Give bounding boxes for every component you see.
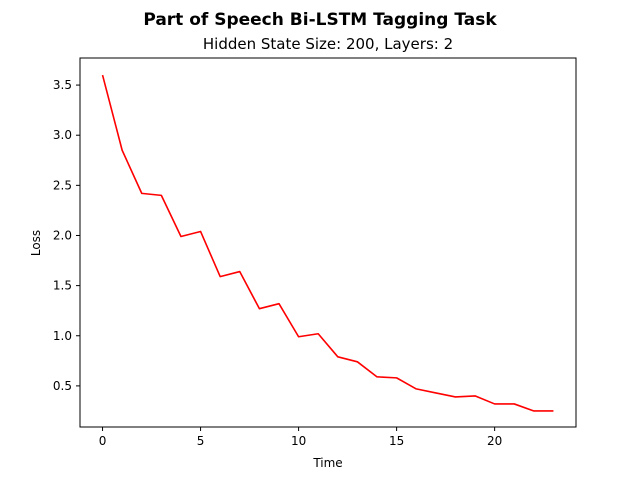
y-axis-label: Loss — [29, 230, 43, 256]
x-axis-label: Time — [312, 456, 342, 470]
x-tick-label: 5 — [197, 434, 205, 448]
x-tick-label: 15 — [389, 434, 404, 448]
x-tick-label: 0 — [99, 434, 107, 448]
y-tick-label: 3.0 — [53, 128, 72, 142]
plot-area — [80, 58, 576, 427]
y-tick-label: 2.5 — [53, 178, 72, 192]
y-tick-label: 3.5 — [53, 78, 72, 92]
y-tick-label: 1.0 — [53, 329, 72, 343]
chart-subtitle: Hidden State Size: 200, Layers: 2 — [203, 35, 453, 53]
chart-title: Part of Speech Bi-LSTM Tagging Task — [143, 10, 497, 30]
x-tick-label: 10 — [291, 434, 306, 448]
loss-series-line — [101, 74, 554, 412]
y-tick-label: 2.0 — [53, 228, 72, 242]
x-axis-ticks: 0 5 10 15 20 — [99, 427, 502, 448]
y-tick-label: 1.5 — [53, 279, 72, 293]
plot-frame — [79, 57, 577, 428]
y-axis-ticks: 0.5 1.0 1.5 2.0 2.5 3.0 3.5 — [53, 78, 80, 393]
x-tick-label: 20 — [487, 434, 502, 448]
y-tick-label: 0.5 — [53, 379, 72, 393]
